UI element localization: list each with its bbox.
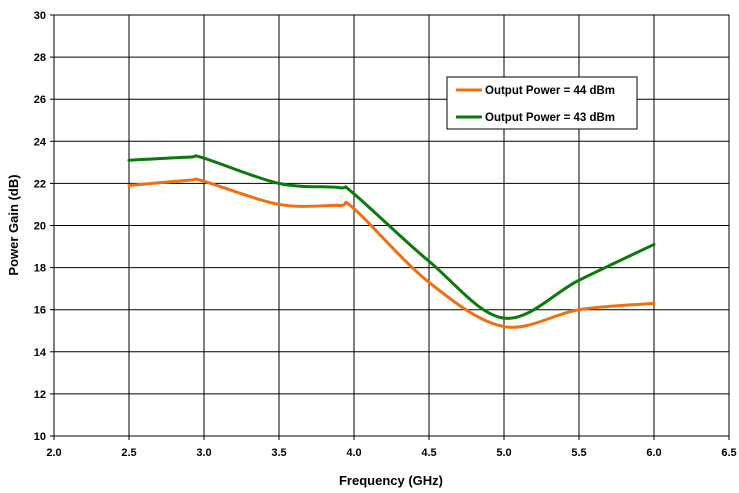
y-axis-title: Power Gain (dB) <box>6 174 21 275</box>
x-tick-label: 3.5 <box>271 447 286 459</box>
x-axis-title: Frequency (GHz) <box>339 473 443 488</box>
x-tick-label: 2.5 <box>121 447 136 459</box>
legend-label-43dbm: Output Power = 43 dBm <box>485 112 615 124</box>
x-tick-labels: 2.0 2.5 3.0 3.5 4.0 4.5 5.0 5.5 6.0 6.5 <box>46 447 736 459</box>
y-tick-label: 16 <box>34 305 46 317</box>
x-tick-label: 6.0 <box>646 447 661 459</box>
y-tick-labels: 10 12 14 16 18 20 22 24 26 28 30 <box>34 10 47 443</box>
series-line-43dbm <box>127 154 656 320</box>
series-line-44dbm <box>127 177 656 329</box>
x-tick-label: 2.0 <box>46 447 61 459</box>
x-tick-label: 5.0 <box>496 447 511 459</box>
x-tick-label: 4.5 <box>421 447 436 459</box>
series-lines <box>127 154 656 329</box>
y-tick-label: 14 <box>34 347 47 359</box>
y-tick-label: 26 <box>34 94 46 106</box>
x-tick-label: 3.0 <box>196 447 211 459</box>
y-tick-label: 28 <box>34 52 46 64</box>
x-tick-label: 4.0 <box>346 447 361 459</box>
y-tick-label: 10 <box>34 431 46 443</box>
y-tick-label: 18 <box>34 263 46 275</box>
legend: Output Power = 44 dBm Output Power = 43 … <box>446 76 638 130</box>
x-tick-label: 6.5 <box>721 447 736 459</box>
y-tick-label: 30 <box>34 10 46 22</box>
y-tick-label: 22 <box>34 178 46 190</box>
legend-box <box>446 76 638 130</box>
y-tick-label: 20 <box>34 221 46 233</box>
y-tick-label: 24 <box>34 136 47 148</box>
x-tick-label: 5.5 <box>571 447 586 459</box>
y-tick-label: 12 <box>34 389 46 401</box>
legend-label-44dbm: Output Power = 44 dBm <box>485 85 615 97</box>
